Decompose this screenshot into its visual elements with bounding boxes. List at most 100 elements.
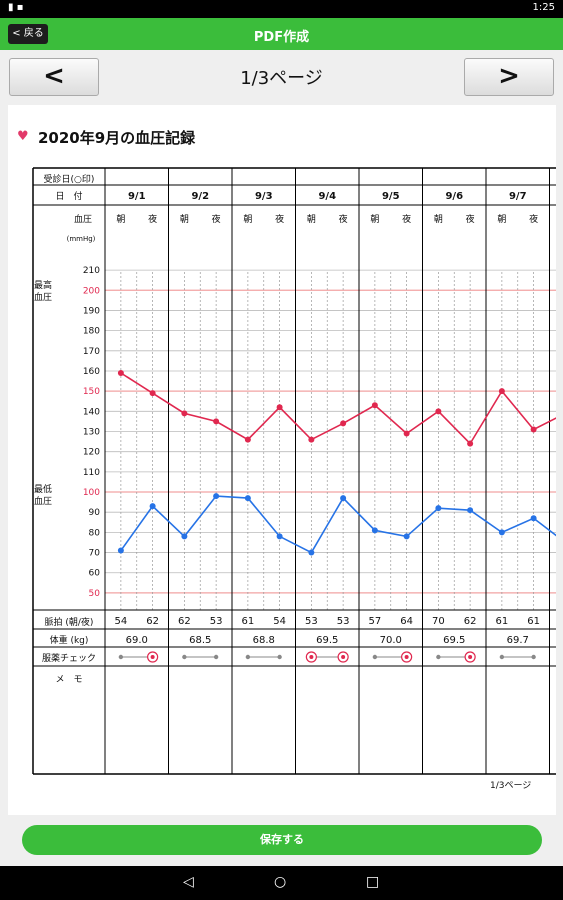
morning-label: 朝 <box>180 214 189 225</box>
y-tick-label: 90 <box>89 508 101 518</box>
morning-label: 朝 <box>497 214 506 225</box>
systolic-point <box>308 436 315 443</box>
y-tick-label: 210 <box>83 266 100 276</box>
systolic-point <box>244 436 251 443</box>
systolic-point <box>181 410 188 417</box>
row-label-pulse: 脈拍 (朝/夜) <box>45 616 94 628</box>
systolic-point <box>276 404 283 411</box>
previous-page-button[interactable]: < <box>9 58 99 96</box>
morning-label: 朝 <box>370 214 379 225</box>
meds-unchecked-marker <box>213 654 219 660</box>
meds-taken-marker-dot <box>309 655 314 659</box>
weight-value: 69.5 <box>316 635 338 646</box>
y-tick-label: 60 <box>89 569 101 579</box>
row-label-systolic: 最高 <box>34 279 52 291</box>
page-navigator: < 1/3ページ > <box>0 56 563 98</box>
meds-taken-marker-dot <box>404 655 409 659</box>
meds-taken-marker-dot <box>341 655 346 659</box>
diastolic-point <box>467 507 474 514</box>
weight-value: 69.7 <box>507 635 529 646</box>
row-label-bp: 血圧 <box>74 213 92 225</box>
y-tick-label: 110 <box>83 468 100 478</box>
date-label: 9/2 <box>191 191 209 202</box>
systolic-point <box>435 408 442 415</box>
pulse-night: 62 <box>146 616 159 627</box>
systolic-point <box>340 420 347 427</box>
diastolic-point <box>530 515 537 522</box>
chevron-right-icon: > <box>498 61 520 91</box>
back-nav-icon[interactable]: ◁ <box>183 874 194 890</box>
night-label: 夜 <box>339 213 348 225</box>
sheet-title: 2020年9月の血圧記録 <box>38 129 196 147</box>
weight-value: 68.8 <box>253 635 275 646</box>
date-label: 9/3 <box>255 191 273 202</box>
page-indicator: 1/3ページ <box>240 68 323 89</box>
sheet-page-number: 1/3ページ <box>490 781 532 791</box>
night-label: 夜 <box>466 213 475 225</box>
status-time: 1:25 <box>532 2 555 13</box>
status-bar: ▮ ▪ 1:25 <box>0 0 563 18</box>
meds-taken-marker-dot <box>150 655 155 659</box>
row-label-memo: メ モ <box>55 675 82 685</box>
y-tick-label: 80 <box>89 528 101 538</box>
diastolic-point <box>244 495 251 502</box>
meds-unchecked-marker <box>277 654 282 660</box>
pulse-morning: 70 <box>432 616 445 627</box>
chevron-left-icon: < <box>43 61 65 91</box>
night-label: 夜 <box>402 213 411 225</box>
page-title: PDF作成 <box>253 30 310 45</box>
home-nav-icon[interactable]: ○ <box>274 874 287 890</box>
morning-label: 朝 <box>434 214 443 225</box>
heart-icon: ♥ <box>17 129 29 144</box>
diastolic-point <box>435 505 442 512</box>
meds-unchecked-marker <box>499 654 505 660</box>
date-label: 9/4 <box>318 191 336 202</box>
back-button[interactable]: < 戻る <box>8 24 48 44</box>
y-tick-label: 140 <box>83 407 100 417</box>
y-tick-label: 180 <box>83 327 100 337</box>
next-page-button[interactable]: > <box>464 58 554 96</box>
diastolic-point <box>276 533 283 540</box>
systolic-point <box>371 402 378 409</box>
pulse-night: 53 <box>337 616 350 627</box>
systolic-point <box>117 369 124 376</box>
save-button[interactable]: 保存する <box>22 825 542 855</box>
pulse-morning: 61 <box>242 616 255 627</box>
y-tick-label: 100 <box>83 488 100 498</box>
systolic-point <box>403 430 410 437</box>
pulse-night: 62 <box>464 616 477 627</box>
diastolic-point <box>498 529 505 536</box>
diastolic-point <box>149 503 156 510</box>
pulse-morning: 61 <box>496 616 509 627</box>
night-label: 夜 <box>148 213 157 225</box>
y-tick-label: 120 <box>83 448 100 458</box>
diastolic-point <box>117 547 124 554</box>
morning-label: 朝 <box>307 214 316 225</box>
row-label-diastolic: 血圧 <box>34 495 52 507</box>
recent-apps-icon[interactable]: □ <box>366 874 380 890</box>
top-bar: < 戻る PDF作成 <box>0 18 563 50</box>
y-tick-label: 170 <box>83 347 100 357</box>
meds-taken-marker-dot <box>468 655 473 659</box>
diastolic-point <box>340 495 347 502</box>
meds-unchecked-marker <box>118 654 124 660</box>
y-tick-label: 190 <box>83 306 100 316</box>
diastolic-point <box>403 533 410 540</box>
row-label-meds: 服薬チェック <box>42 652 96 664</box>
y-tick-label: 200 <box>83 286 100 296</box>
diastolic-point <box>308 549 315 556</box>
diastolic-point <box>181 533 188 540</box>
morning-label: 朝 <box>243 214 252 225</box>
systolic-point <box>498 388 505 395</box>
night-label: 夜 <box>529 213 538 225</box>
pulse-morning: 53 <box>305 616 318 627</box>
row-label-diastolic: 最低 <box>34 483 52 495</box>
pulse-morning: 62 <box>178 616 191 627</box>
pulse-morning: 57 <box>369 616 382 627</box>
date-label: 9/7 <box>509 191 527 202</box>
y-tick-label: 50 <box>89 589 101 599</box>
pulse-night: 61 <box>527 616 540 627</box>
systolic-line <box>120 372 556 445</box>
meds-unchecked-marker <box>531 654 536 660</box>
diastolic-point <box>371 527 378 534</box>
